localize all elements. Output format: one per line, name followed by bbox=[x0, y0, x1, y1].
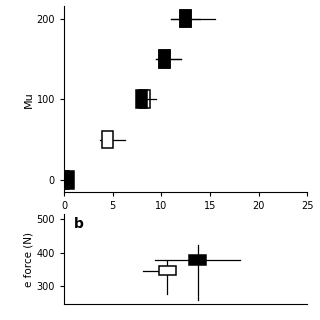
FancyBboxPatch shape bbox=[180, 10, 191, 28]
X-axis label: Elongation of tendon structures (mm): Elongation of tendon structures (mm) bbox=[87, 217, 284, 227]
Y-axis label: e force (N): e force (N) bbox=[24, 232, 34, 287]
FancyBboxPatch shape bbox=[136, 90, 147, 108]
FancyBboxPatch shape bbox=[159, 266, 176, 276]
FancyBboxPatch shape bbox=[159, 50, 170, 68]
FancyBboxPatch shape bbox=[140, 90, 150, 108]
FancyBboxPatch shape bbox=[63, 171, 74, 189]
FancyBboxPatch shape bbox=[102, 131, 113, 148]
FancyBboxPatch shape bbox=[189, 255, 206, 265]
Text: b: b bbox=[74, 217, 84, 231]
FancyBboxPatch shape bbox=[59, 171, 69, 189]
FancyBboxPatch shape bbox=[180, 10, 191, 28]
FancyBboxPatch shape bbox=[159, 50, 170, 68]
Y-axis label: Mu: Mu bbox=[24, 91, 34, 108]
